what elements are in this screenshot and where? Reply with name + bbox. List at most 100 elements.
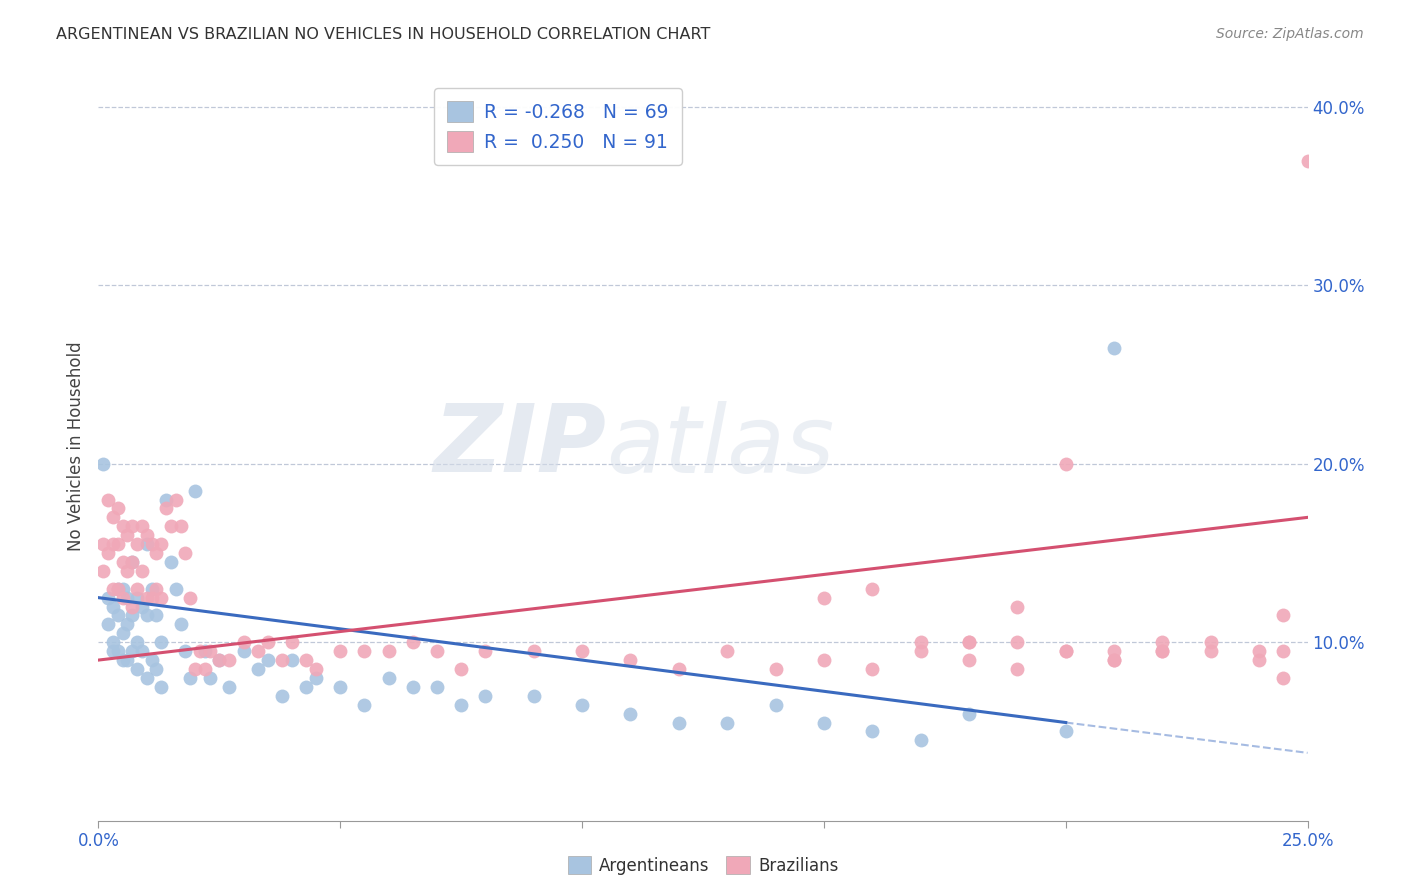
Point: [813, 715, 835, 730]
Point: [668, 715, 690, 730]
Point: [450, 698, 472, 712]
Point: [141, 582, 163, 596]
Point: [165, 492, 187, 507]
Point: [135, 537, 157, 551]
Point: [1007, 635, 1029, 649]
Text: ARGENTINEAN VS BRAZILIAN NO VEHICLES IN HOUSEHOLD CORRELATION CHART: ARGENTINEAN VS BRAZILIAN NO VEHICLES IN …: [56, 27, 710, 42]
Point: [247, 644, 270, 658]
Point: [111, 626, 134, 640]
Point: [218, 653, 240, 667]
Point: [281, 635, 304, 649]
Text: ZIP: ZIP: [433, 400, 606, 492]
Point: [127, 582, 149, 596]
Point: [957, 635, 980, 649]
Point: [1007, 662, 1029, 676]
Point: [523, 644, 546, 658]
Point: [571, 644, 593, 658]
Point: [127, 591, 149, 605]
Point: [127, 635, 149, 649]
Point: [97, 591, 120, 605]
Point: [150, 635, 173, 649]
Point: [1249, 653, 1271, 667]
Point: [121, 519, 143, 533]
Point: [232, 644, 254, 658]
Point: [198, 644, 221, 658]
Point: [353, 698, 375, 712]
Point: [174, 546, 197, 560]
Point: [910, 635, 932, 649]
Point: [135, 608, 157, 623]
Point: [910, 733, 932, 747]
Point: [107, 582, 129, 596]
Point: [194, 662, 217, 676]
Point: [1054, 644, 1077, 658]
Point: [131, 564, 153, 578]
Point: [329, 644, 352, 658]
Point: [716, 715, 738, 730]
Point: [165, 582, 187, 596]
Point: [1199, 635, 1222, 649]
Point: [111, 555, 134, 569]
Point: [716, 644, 738, 658]
Point: [860, 724, 883, 739]
Point: [169, 617, 191, 632]
Point: [188, 644, 211, 658]
Point: [107, 644, 129, 658]
Point: [1272, 608, 1295, 623]
Point: [1102, 653, 1125, 667]
Point: [765, 662, 787, 676]
Point: [860, 582, 883, 596]
Point: [121, 599, 143, 614]
Point: [135, 528, 157, 542]
Text: atlas: atlas: [606, 401, 835, 491]
Point: [271, 653, 294, 667]
Point: [1199, 644, 1222, 658]
Point: [1054, 457, 1077, 471]
Point: [91, 564, 114, 578]
Point: [571, 698, 593, 712]
Point: [135, 591, 157, 605]
Point: [1007, 599, 1029, 614]
Point: [101, 510, 124, 524]
Point: [150, 591, 173, 605]
Point: [1152, 635, 1174, 649]
Point: [1102, 644, 1125, 658]
Point: [1054, 644, 1077, 658]
Point: [232, 635, 254, 649]
Point: [135, 671, 157, 685]
Point: [145, 546, 167, 560]
Point: [145, 608, 167, 623]
Point: [141, 537, 163, 551]
Point: [208, 653, 231, 667]
Point: [111, 582, 134, 596]
Point: [169, 519, 191, 533]
Point: [474, 689, 496, 703]
Point: [150, 537, 173, 551]
Point: [305, 671, 328, 685]
Point: [860, 662, 883, 676]
Point: [107, 608, 129, 623]
Point: [295, 680, 318, 694]
Y-axis label: No Vehicles in Household: No Vehicles in Household: [66, 341, 84, 551]
Point: [131, 599, 153, 614]
Point: [256, 635, 278, 649]
Point: [121, 555, 143, 569]
Point: [160, 555, 183, 569]
Point: [91, 457, 114, 471]
Point: [910, 644, 932, 658]
Point: [813, 653, 835, 667]
Point: [1054, 724, 1077, 739]
Point: [377, 671, 399, 685]
Point: [218, 680, 240, 694]
Point: [97, 492, 120, 507]
Point: [117, 617, 139, 632]
Point: [305, 662, 328, 676]
Point: [1152, 644, 1174, 658]
Point: [107, 582, 129, 596]
Point: [474, 644, 496, 658]
Legend: Argentineans, Brazilians: Argentineans, Brazilians: [561, 849, 845, 881]
Point: [281, 653, 304, 667]
Point: [619, 706, 641, 721]
Point: [450, 662, 472, 676]
Point: [121, 555, 143, 569]
